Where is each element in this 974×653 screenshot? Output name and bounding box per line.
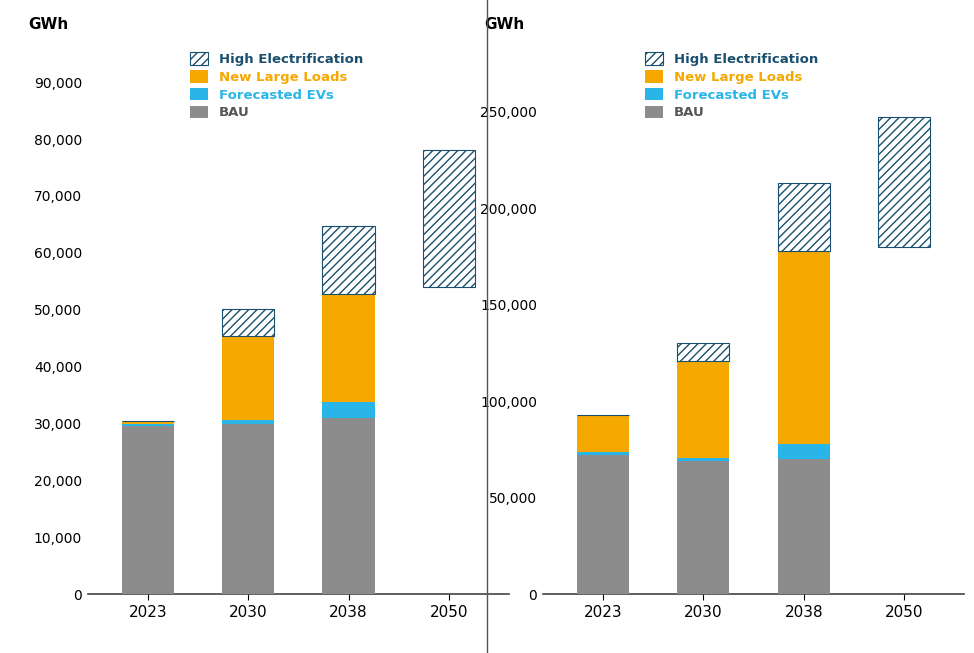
Bar bbox=[677, 343, 730, 360]
Bar bbox=[677, 458, 730, 461]
Bar bbox=[322, 294, 375, 402]
Bar bbox=[777, 183, 830, 251]
Bar bbox=[423, 150, 475, 287]
Legend: High Electrification, New Large Loads, Forecasted EVs, BAU: High Electrification, New Large Loads, F… bbox=[642, 50, 821, 122]
Bar bbox=[677, 461, 730, 594]
Bar bbox=[322, 402, 375, 418]
Legend: High Electrification, New Large Loads, Forecasted EVs, BAU: High Electrification, New Large Loads, F… bbox=[187, 50, 365, 122]
Bar bbox=[677, 360, 730, 458]
Bar bbox=[322, 418, 375, 594]
Text: GWh: GWh bbox=[28, 17, 69, 32]
Bar bbox=[122, 426, 174, 594]
Text: PJM - Dominion: PJM - Dominion bbox=[670, 24, 837, 43]
Bar bbox=[222, 336, 275, 420]
Text: Arizona Public Service: Arizona Public Service bbox=[176, 24, 421, 43]
Bar bbox=[222, 424, 275, 594]
Bar bbox=[122, 424, 174, 426]
Bar bbox=[577, 453, 629, 455]
Bar bbox=[222, 309, 275, 336]
Bar bbox=[878, 118, 930, 247]
Bar bbox=[777, 251, 830, 443]
Bar bbox=[577, 455, 629, 594]
Text: GWh: GWh bbox=[484, 17, 524, 32]
Bar bbox=[777, 459, 830, 594]
Bar bbox=[122, 421, 174, 424]
Bar bbox=[777, 443, 830, 459]
Bar bbox=[577, 415, 629, 453]
Bar bbox=[322, 225, 375, 294]
Bar bbox=[222, 420, 275, 424]
